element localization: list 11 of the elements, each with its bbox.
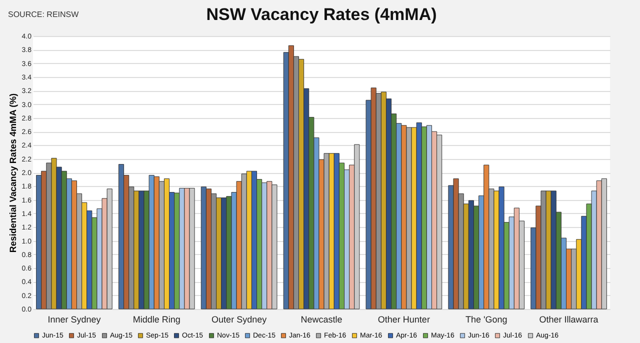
x-tick-label: Other Hunter <box>378 314 430 324</box>
bar <box>36 174 42 310</box>
x-tick-label: Newcastle <box>300 314 342 324</box>
source-note: SOURCE: REINSW <box>8 10 79 19</box>
x-tick-label: Inner Sydney <box>48 314 102 324</box>
x-tick-label: Outer Sydney <box>212 314 268 324</box>
x-tick-label: Middle Ring <box>132 314 180 324</box>
y-axis-title: Residential Vacancy Rates 4mMA (%) <box>8 93 18 253</box>
x-tick-label: The 'Gong <box>465 314 508 324</box>
x-tick-label: Other Illawarra <box>539 314 598 324</box>
chart-title: NSW Vacancy Rates (4mMA) <box>206 5 437 24</box>
